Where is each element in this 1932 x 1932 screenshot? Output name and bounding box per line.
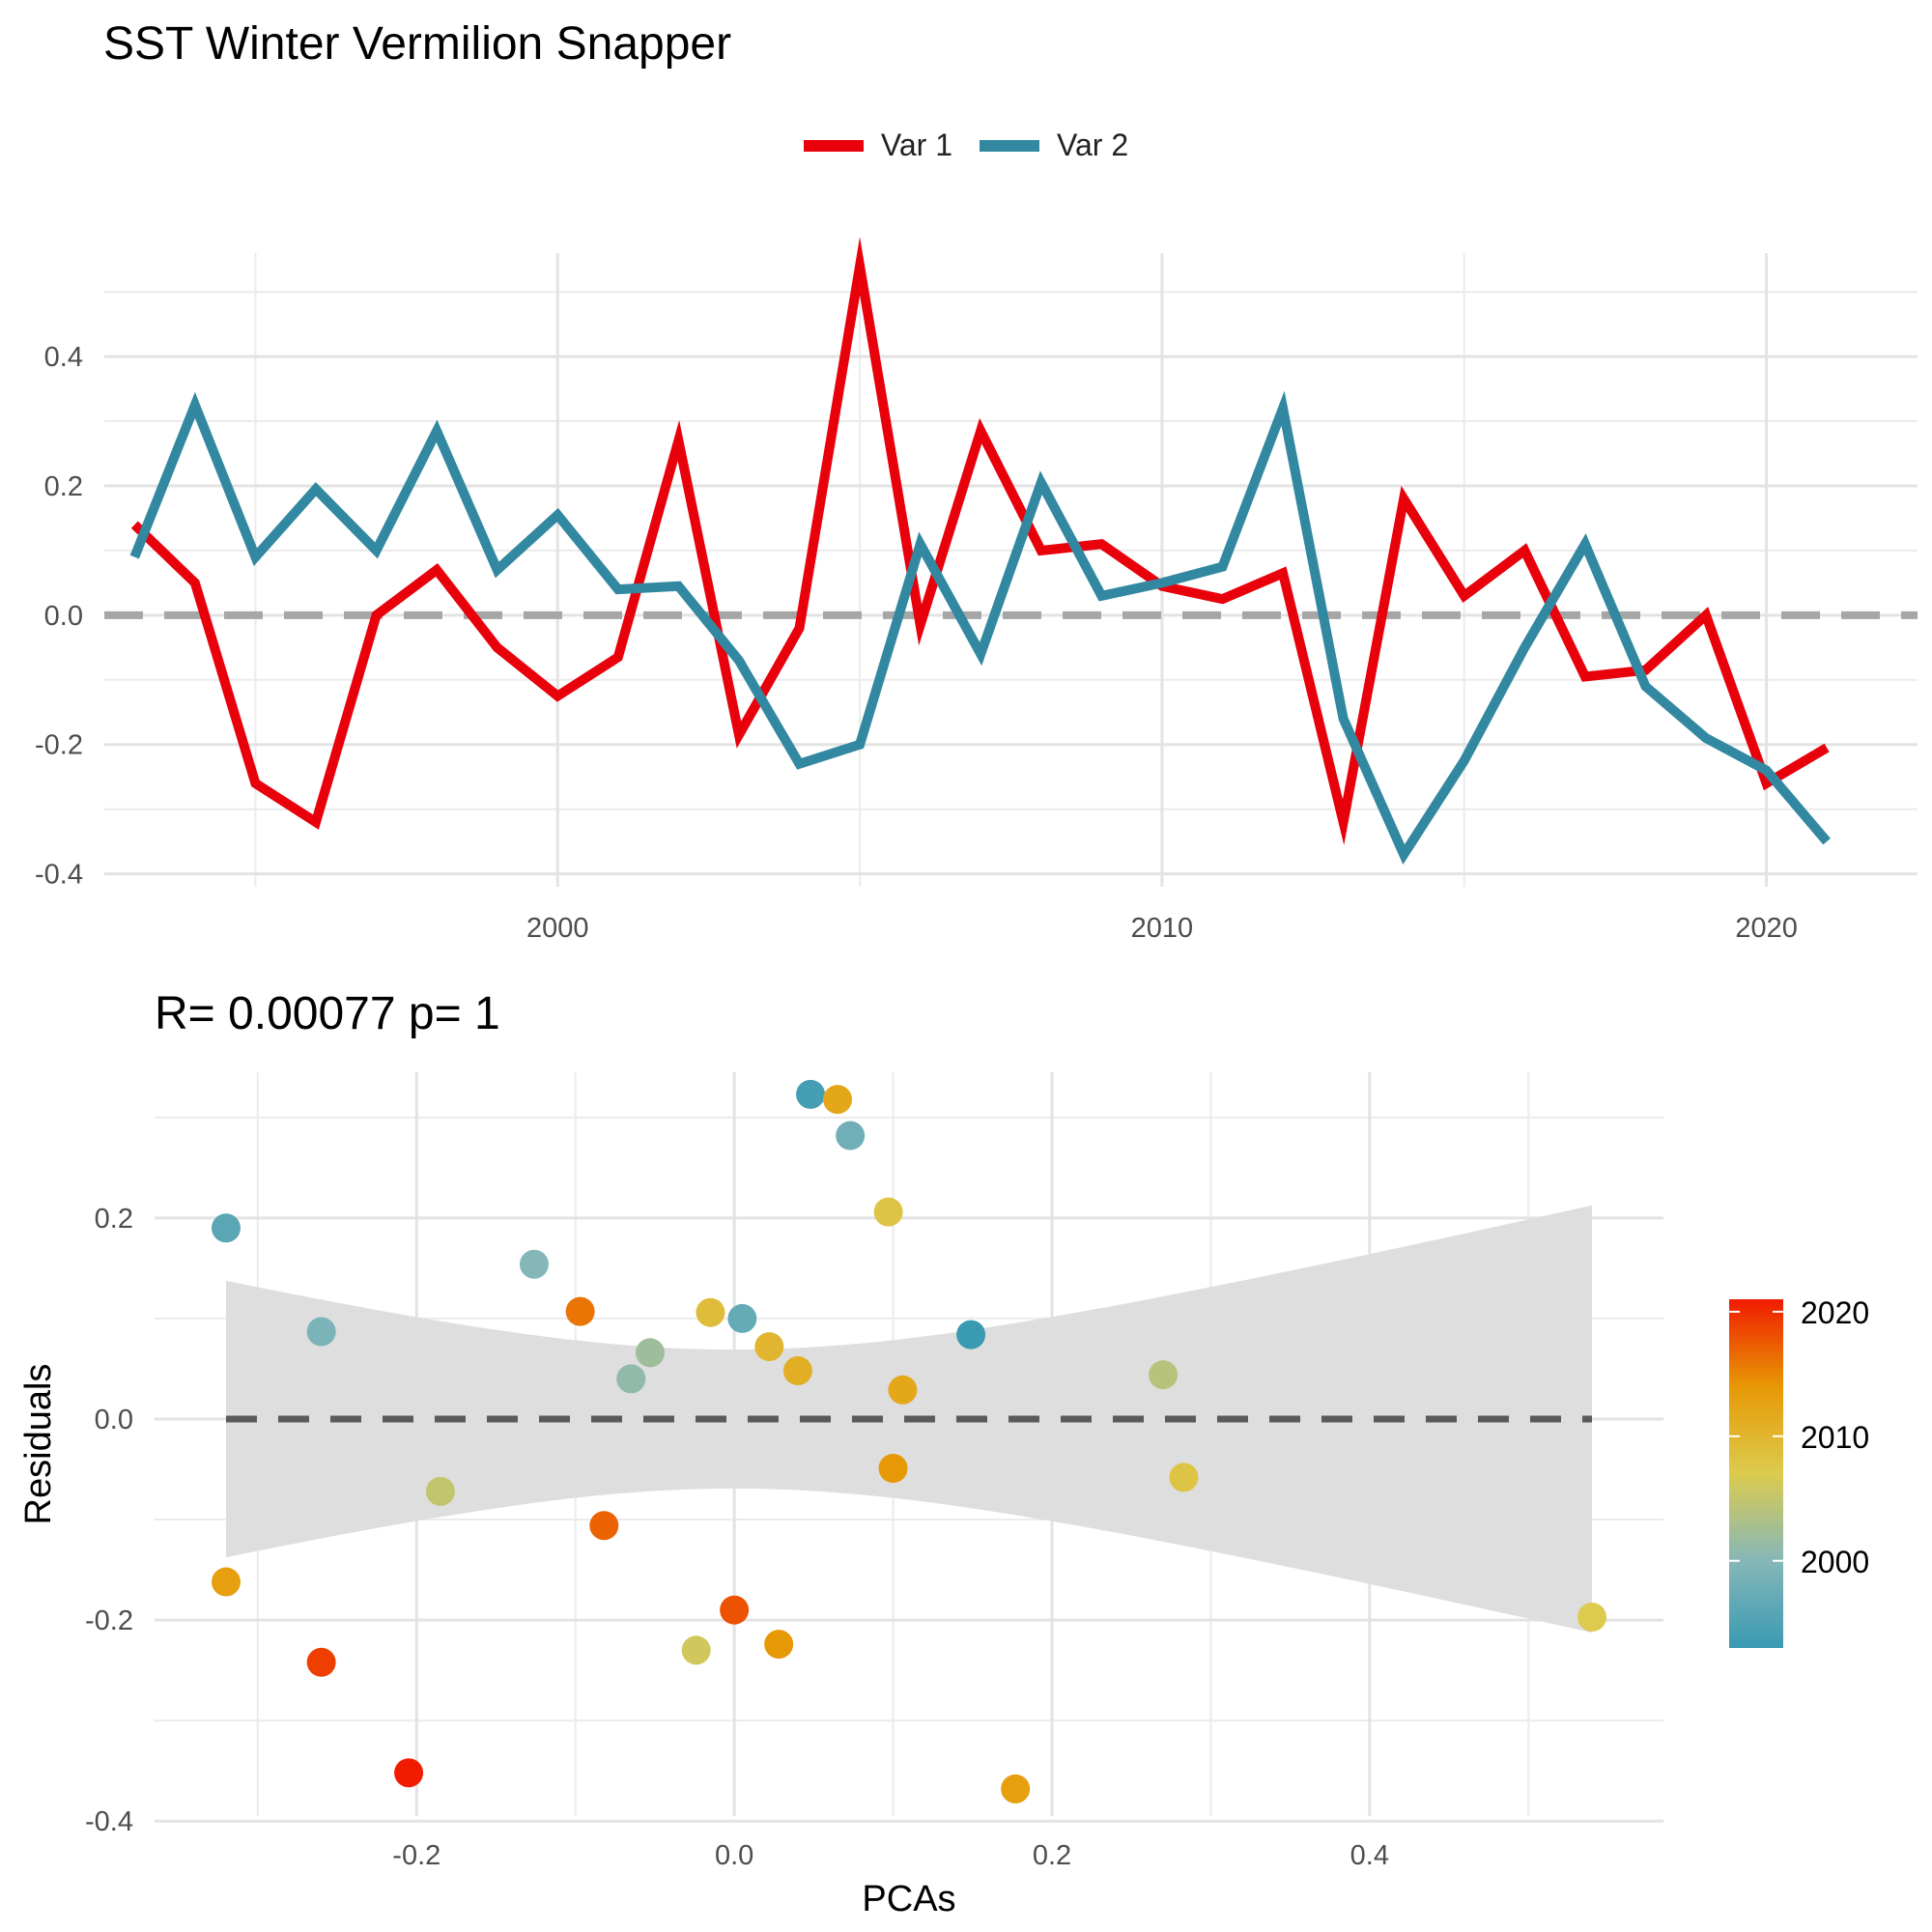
colorbar-tick-label: 2000 [1801, 1545, 1869, 1579]
scatter-point [956, 1320, 986, 1350]
scatter-point [764, 1630, 794, 1660]
y-tick-label: -0.4 [85, 1806, 133, 1837]
y-tick-label: 0.0 [95, 1405, 133, 1435]
colorbar: 2000 2010 2020 [1729, 1295, 1869, 1648]
legend-swatch-var2 [980, 139, 1039, 152]
x-tick-label: 0.2 [1033, 1840, 1071, 1871]
scatter-point [878, 1453, 908, 1483]
scatter-point [1001, 1774, 1031, 1804]
series-line-var2 [129, 390, 1831, 866]
line-panel: -0.4 -0.2 0.0 0.2 0.4 2000 2010 2020 [35, 237, 1918, 944]
scatter-point [211, 1567, 241, 1597]
scatter-point [836, 1121, 866, 1151]
scatter-point [681, 1635, 711, 1665]
scatter-point [727, 1303, 757, 1333]
y-tick-label: 0.4 [44, 342, 83, 373]
scatter-point [720, 1595, 750, 1625]
legend-label-var2: Var 2 [1057, 128, 1129, 162]
scatter-point [306, 1317, 336, 1347]
colorbar-tick-label: 2010 [1801, 1420, 1869, 1455]
y-tick-label: 0.0 [44, 601, 83, 632]
y-axis-label: Residuals [18, 1364, 59, 1525]
legend-item-var1: Var 1 [803, 128, 952, 163]
x-tick-label: 2010 [1131, 913, 1194, 944]
scatter-point [616, 1364, 646, 1394]
colorbar-tick-label: 2020 [1801, 1295, 1869, 1330]
legend-item-var2: Var 2 [980, 128, 1128, 163]
legend-swatch-var1 [803, 139, 864, 152]
x-tick-label: 2000 [526, 913, 589, 944]
scatter-point [635, 1338, 665, 1368]
series-line-var1 [130, 237, 1830, 845]
scatter-point [589, 1511, 619, 1541]
x-tick-label: 0.0 [715, 1840, 753, 1871]
y-tick-label: -0.2 [85, 1605, 133, 1636]
scatter-point [1577, 1602, 1607, 1632]
scatter-point [823, 1085, 853, 1115]
x-tick-label: 0.4 [1350, 1840, 1389, 1871]
scatter-point [306, 1647, 336, 1677]
colorbar-gradient [1729, 1299, 1783, 1648]
scatter-point [696, 1297, 725, 1327]
legend: Var 1 Var 2 [0, 128, 1932, 163]
y-tick-label: 0.2 [95, 1204, 133, 1235]
chart-title: SST Winter Vermilion Snapper [103, 18, 732, 70]
y-tick-label: -0.2 [35, 730, 83, 761]
scatter-point [1149, 1360, 1179, 1390]
scatter-point [519, 1249, 549, 1279]
scatter-point [1169, 1463, 1199, 1492]
scatter-point [394, 1758, 424, 1788]
x-tick-label: -0.2 [392, 1840, 440, 1871]
scatter-title: R= 0.00077 p= 1 [155, 988, 500, 1039]
scatter-panel: -0.4 -0.2 0.0 0.2 -0.2 0.0 0.2 0.4 PCAs Residuals [18, 1072, 1663, 1919]
legend-label-var1: Var 1 [880, 128, 952, 162]
y-tick-label: -0.4 [35, 860, 83, 891]
scatter-point [565, 1296, 595, 1326]
scatter-point [796, 1079, 826, 1109]
scatter-point [754, 1332, 784, 1362]
scatter-point [782, 1356, 812, 1386]
y-tick-label: 0.2 [44, 471, 83, 502]
scatter-point [888, 1375, 918, 1405]
x-tick-label: 2020 [1735, 913, 1798, 944]
scatter-point [211, 1213, 241, 1243]
scatter-point [873, 1197, 903, 1227]
x-axis-label: PCAs [862, 1879, 955, 1919]
scatter-point [425, 1476, 455, 1506]
